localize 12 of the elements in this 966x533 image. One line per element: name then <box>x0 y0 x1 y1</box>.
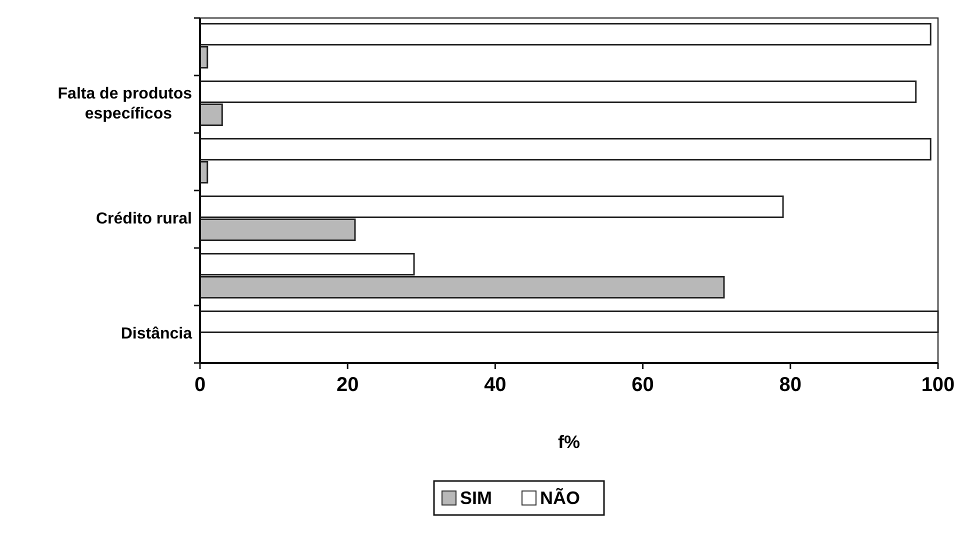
y-tick-label: Falta de produtos específicos <box>58 85 192 122</box>
y-tick-label: Crédito rural <box>96 210 192 228</box>
y-tick-label: Distância <box>120 325 192 342</box>
x-tick-label: 60 <box>632 374 654 396</box>
legend-label: SIM <box>460 488 492 508</box>
x-tick-label: 20 <box>336 374 359 396</box>
x-axis-title: f% <box>558 432 580 452</box>
x-tick-label: 0 <box>194 374 206 396</box>
x-tick-label: 100 <box>921 374 955 396</box>
x-tick-label: 80 <box>779 374 802 396</box>
legend-label: NÃO <box>540 487 580 508</box>
x-tick-label: 40 <box>484 374 506 396</box>
